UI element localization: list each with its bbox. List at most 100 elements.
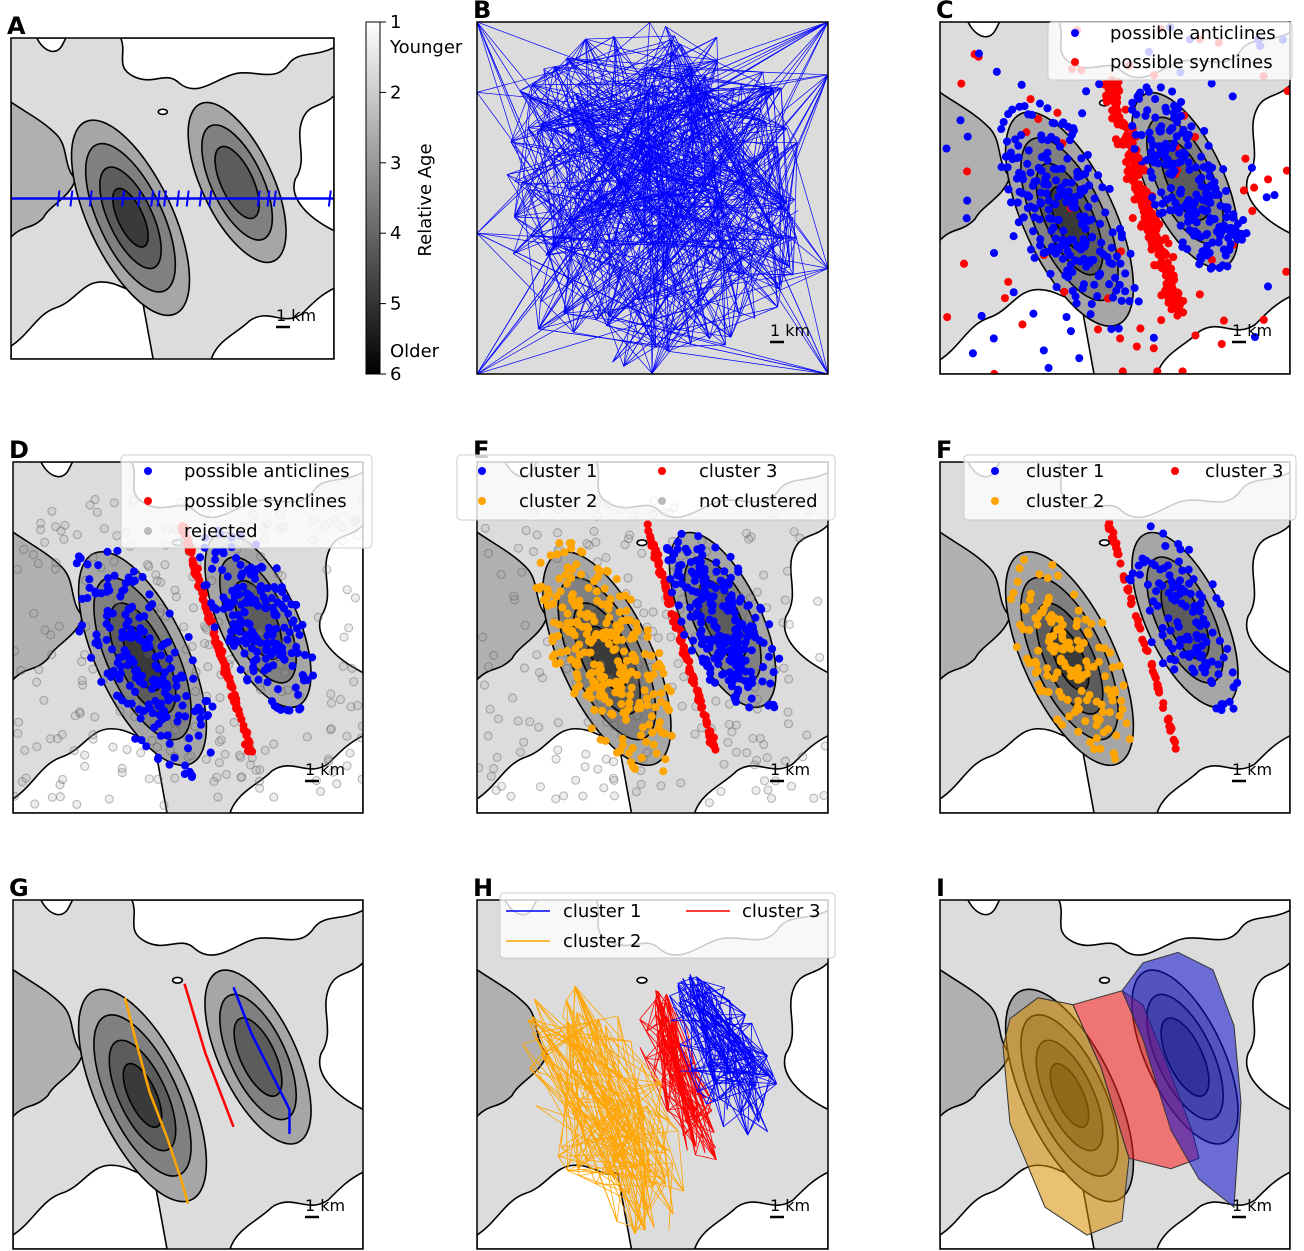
- point: [1185, 226, 1194, 235]
- point: [349, 677, 359, 687]
- point: [600, 673, 609, 682]
- point: [1063, 266, 1072, 275]
- mesh-edge: [523, 1019, 599, 1044]
- point: [555, 658, 564, 667]
- point: [1115, 711, 1124, 720]
- mesh-edge: [716, 1063, 754, 1108]
- point: [57, 729, 67, 740]
- point: [735, 651, 744, 661]
- point: [1115, 86, 1124, 95]
- mesh-edge: [575, 94, 620, 184]
- point: [292, 642, 301, 651]
- point: [144, 700, 153, 709]
- point: [627, 667, 636, 676]
- point: [1043, 664, 1052, 673]
- point: [627, 683, 636, 692]
- mesh-edge: [690, 87, 828, 269]
- mesh-edge: [745, 274, 780, 290]
- point: [178, 701, 187, 710]
- point: [733, 636, 742, 645]
- point: [666, 575, 675, 584]
- mesh-edge: [537, 93, 648, 132]
- point: [1155, 209, 1164, 218]
- point: [1112, 110, 1121, 119]
- point: [513, 543, 524, 553]
- point: [326, 689, 336, 699]
- point: [200, 581, 209, 590]
- point: [1164, 714, 1173, 723]
- mesh-edge: [566, 1000, 634, 1234]
- point: [1155, 127, 1165, 136]
- point: [184, 632, 193, 642]
- map-contour: [224, 1011, 291, 1102]
- point: [1110, 538, 1119, 547]
- point: [1157, 316, 1166, 325]
- point: [156, 731, 165, 740]
- point: [652, 749, 661, 758]
- mesh-edge: [640, 1000, 656, 1019]
- mesh-edge: [613, 84, 701, 246]
- mesh-edge: [565, 1083, 599, 1086]
- point: [1166, 206, 1175, 215]
- point: [1043, 574, 1052, 583]
- point: [352, 701, 363, 711]
- point: [1062, 312, 1071, 322]
- mesh-edge: [568, 1139, 632, 1171]
- panel-letter: G: [9, 874, 29, 902]
- legend-box: [120, 454, 373, 549]
- point: [1064, 638, 1074, 647]
- point: [1045, 614, 1054, 623]
- point: [745, 593, 756, 603]
- point: [1184, 141, 1193, 150]
- point: [1036, 235, 1045, 244]
- mesh-edge: [477, 233, 745, 273]
- point: [671, 580, 680, 589]
- point: [326, 724, 336, 734]
- point: [1171, 738, 1180, 747]
- mesh-edge: [539, 267, 790, 329]
- point: [1066, 260, 1075, 269]
- point: [1074, 696, 1083, 705]
- point: [29, 608, 39, 618]
- point: [131, 734, 140, 743]
- point: [1006, 148, 1015, 157]
- point: [1026, 589, 1035, 598]
- mesh-edge: [648, 1120, 670, 1209]
- point: [240, 649, 249, 658]
- mesh-edge: [716, 189, 754, 318]
- legend-label: possible synclines: [1110, 52, 1273, 73]
- mesh-edge: [705, 22, 828, 75]
- point: [1259, 315, 1268, 324]
- point: [268, 638, 277, 647]
- point: [1189, 231, 1199, 240]
- point: [47, 506, 57, 516]
- scale-bar-label: 1 km: [1232, 1196, 1272, 1215]
- point: [651, 662, 660, 672]
- mesh-edge: [681, 981, 727, 1067]
- panel-letter: A: [7, 12, 26, 40]
- map-small-feature: [158, 109, 167, 114]
- mesh-edge: [744, 173, 787, 202]
- mesh-edge: [655, 268, 828, 347]
- point: [1006, 595, 1016, 604]
- point: [553, 745, 563, 755]
- point: [764, 701, 773, 710]
- mesh-edge: [530, 190, 613, 246]
- point: [618, 690, 627, 699]
- point: [1190, 601, 1199, 611]
- point: [245, 738, 254, 747]
- mesh-edge: [609, 212, 610, 316]
- point: [593, 683, 602, 692]
- point: [572, 669, 581, 678]
- section-tick: [158, 190, 160, 206]
- map-unit-young: [121, 38, 334, 89]
- point: [696, 612, 705, 621]
- mesh-edge: [562, 1000, 566, 1017]
- point: [225, 603, 234, 612]
- point: [181, 761, 190, 770]
- mesh-edge: [692, 1070, 756, 1086]
- mesh-edge: [523, 1044, 566, 1097]
- legend-marker: [1171, 467, 1179, 475]
- mesh-edge: [619, 164, 743, 185]
- section-tick: [138, 190, 140, 206]
